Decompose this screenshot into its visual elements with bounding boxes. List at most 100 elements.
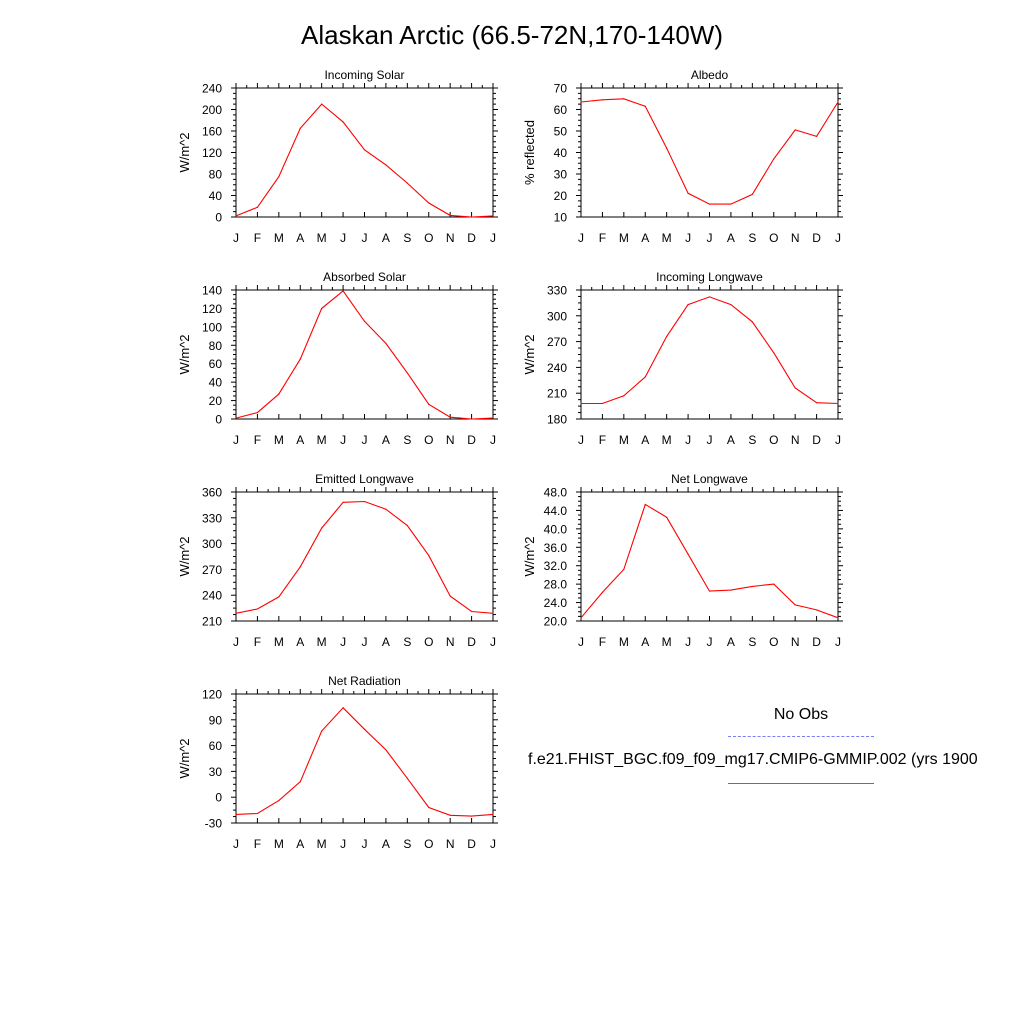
data-point [623, 395, 625, 397]
data-point [342, 121, 344, 123]
x-tick-label: J [362, 635, 368, 649]
y-tick-label: 20.0 [544, 615, 568, 629]
x-tick-label: F [254, 837, 261, 851]
data-point [601, 591, 604, 594]
x-tick-label: M [619, 635, 629, 649]
data-point [278, 800, 280, 802]
data-point [687, 553, 689, 555]
x-tick-label: A [382, 433, 390, 447]
x-tick-label: D [812, 231, 821, 245]
y-tick-label: 30 [554, 168, 568, 182]
data-point [406, 777, 408, 779]
panel-title: Absorbed Solar [323, 270, 406, 284]
x-tick-label: D [467, 837, 476, 851]
y-tick-label: 20 [554, 189, 568, 203]
x-tick-label: A [382, 635, 390, 649]
series-line [235, 103, 494, 218]
data-point [342, 707, 344, 709]
y-tick-label: 200 [202, 103, 222, 117]
data-point [773, 158, 775, 160]
x-tick-label: S [403, 433, 411, 447]
data-point [751, 193, 753, 196]
x-tick-label: J [233, 635, 239, 649]
plot-frame [235, 289, 494, 420]
x-tick-label: J [233, 231, 239, 245]
y-tick-label: 330 [202, 511, 222, 525]
x-tick-label: S [748, 433, 756, 447]
data-point [235, 417, 237, 419]
data-point [299, 781, 301, 783]
y-tick-label: 40.0 [544, 522, 568, 536]
y-tick-label: 28.0 [544, 578, 568, 592]
y-tick-label: 40 [209, 376, 223, 390]
y-tick-label: 360 [202, 486, 222, 500]
data-point [687, 192, 689, 194]
data-point [580, 402, 582, 405]
data-point [449, 214, 451, 216]
y-tick-label: 300 [547, 309, 567, 323]
y-axis-label: W/m^2 [177, 334, 192, 374]
data-point [342, 290, 344, 292]
y-tick-label: 44.0 [544, 504, 568, 518]
x-tick-label: M [662, 635, 672, 649]
data-point [580, 101, 582, 103]
x-tick-label: S [403, 231, 411, 245]
data-point [321, 307, 323, 310]
x-tick-label: F [254, 433, 261, 447]
data-point [644, 376, 646, 378]
data-point [580, 617, 582, 619]
x-tick-label: N [446, 433, 455, 447]
data-point [235, 612, 237, 614]
x-tick-label: J [490, 231, 496, 245]
y-tick-label: 120 [202, 146, 222, 160]
x-tick-label: O [424, 433, 433, 447]
x-tick-label: M [317, 635, 327, 649]
x-tick-label: A [641, 231, 649, 245]
y-tick-label: 120 [202, 302, 222, 316]
legend-model-line [728, 783, 874, 784]
x-tick-label: M [274, 231, 284, 245]
data-point [470, 418, 473, 420]
data-point [708, 590, 711, 592]
legend-model-label: f.e21.FHIST_BGC.f09_f09_mg17.CMIP6-GMMIP… [528, 751, 978, 768]
x-tick-label: D [467, 635, 476, 649]
data-point [492, 215, 494, 217]
data-point [256, 608, 259, 610]
x-tick-label: F [599, 635, 606, 649]
data-point [666, 335, 668, 338]
data-point [815, 135, 818, 137]
data-point [428, 403, 430, 405]
x-tick-label: J [362, 837, 368, 851]
x-tick-label: O [769, 635, 778, 649]
data-point [321, 730, 323, 732]
y-tick-label: 0 [215, 413, 222, 427]
x-tick-label: J [707, 635, 713, 649]
panel-title: Net Longwave [671, 472, 748, 486]
x-tick-label: J [707, 231, 713, 245]
y-tick-label: 120 [202, 688, 222, 702]
series-line [580, 503, 839, 619]
x-tick-label: S [403, 635, 411, 649]
x-tick-label: J [362, 433, 368, 447]
data-point [666, 147, 668, 149]
legend-obs-line [728, 736, 874, 737]
data-point [794, 129, 796, 131]
data-point [470, 610, 473, 613]
data-point [406, 182, 408, 184]
data-point [730, 203, 732, 205]
x-tick-label: F [599, 433, 606, 447]
data-point [601, 99, 604, 101]
y-tick-label: 300 [202, 537, 222, 551]
data-point [837, 617, 839, 619]
panel-title: Albedo [691, 68, 729, 82]
series-line [581, 296, 839, 405]
data-point [299, 358, 301, 360]
x-tick-label: J [685, 433, 691, 447]
x-tick-label: J [707, 433, 713, 447]
y-tick-label: 330 [547, 284, 567, 298]
y-axis-label: W/m^2 [177, 536, 192, 576]
